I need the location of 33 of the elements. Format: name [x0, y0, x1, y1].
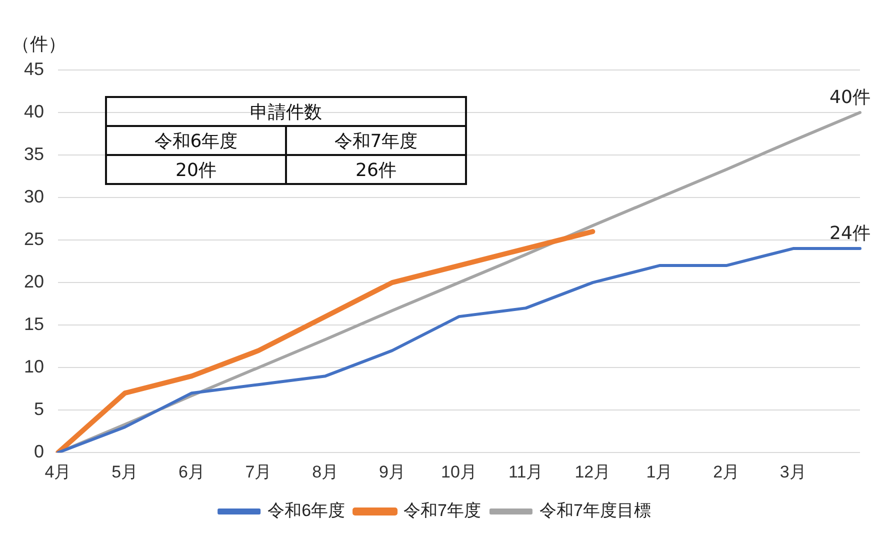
x-tick-label: 9月 [378, 462, 406, 482]
x-tick-label: 8月 [312, 462, 339, 482]
y-tick-label: 5 [34, 399, 44, 420]
y-tick-label: 10 [24, 356, 44, 377]
y-tick-label: 20 [24, 272, 44, 292]
x-tick-label: 7月 [245, 462, 272, 482]
legend-label: 令和6年度 [268, 501, 346, 520]
legend-label: 令和7年度 [404, 501, 481, 520]
y-tick-label: 40 [24, 101, 44, 122]
annotation: 令和6年度 [106, 126, 286, 155]
y-axis-title: （件） [12, 33, 66, 56]
annotation: 令和7年度 [286, 126, 466, 155]
annotation: 26件 [286, 155, 466, 184]
y-tick-label: 35 [24, 144, 44, 164]
y-tick-label: 0 [34, 442, 44, 462]
x-tick-label: 1月 [646, 462, 673, 482]
annotation: 申請件数 [106, 97, 466, 126]
x-tick-label: 12月 [574, 462, 611, 482]
annotation: 40件 [830, 87, 870, 108]
y-tick-label: 30 [24, 186, 44, 206]
x-tick-label: 5月 [112, 462, 138, 482]
y-tick-label: 45 [24, 58, 44, 79]
x-tick-label: 3月 [780, 462, 806, 482]
x-tick-label: 2月 [713, 462, 740, 482]
x-tick-label: 11月 [508, 462, 544, 482]
y-tick-label: 25 [24, 229, 44, 250]
x-tick-label: 10月 [441, 462, 477, 482]
x-tick-label: 4月 [44, 462, 72, 482]
x-tick-label: 6月 [178, 462, 205, 482]
legend-label: 令和7年度目標 [539, 501, 651, 520]
annotation: 20件 [106, 155, 286, 184]
y-tick-label: 15 [24, 314, 44, 334]
annotation: 24件 [830, 223, 870, 244]
